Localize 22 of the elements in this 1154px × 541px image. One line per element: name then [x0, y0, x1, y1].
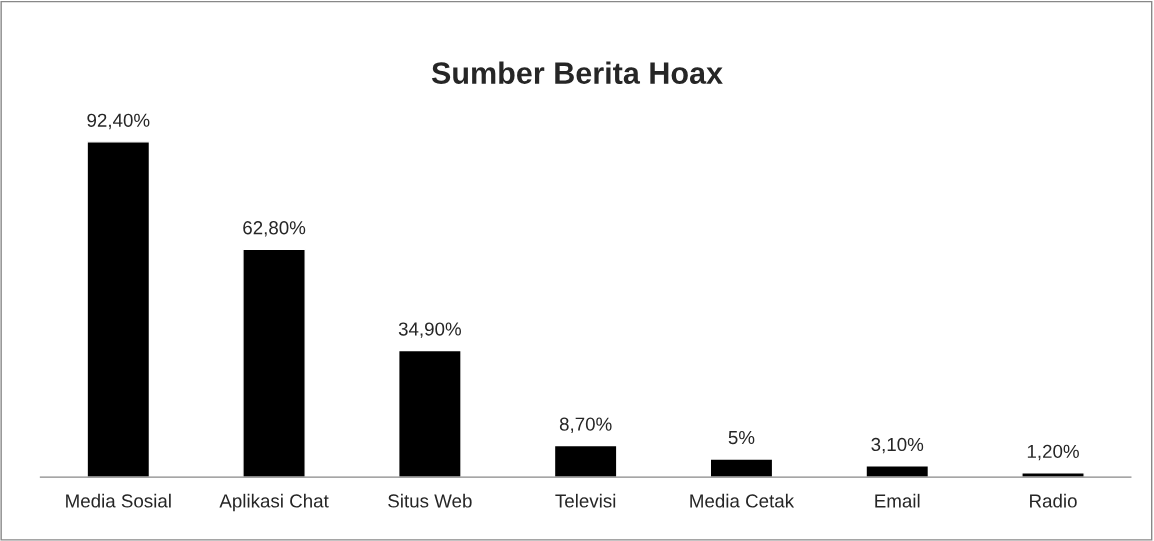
bar: [398, 349, 462, 478]
x-tick-label: Aplikasi Chat: [219, 493, 329, 512]
x-tick-label: Media Sosial: [66, 493, 171, 508]
data-label: 5%: [728, 431, 755, 445]
x-tick-label: Situs Web: [388, 493, 472, 508]
data-label: 8,70%: [559, 417, 612, 433]
bar: [553, 444, 618, 478]
bar: [242, 248, 306, 478]
data-label: 3,10%: [871, 437, 924, 454]
x-tick-label: Email: [875, 493, 920, 508]
data-label: 92,40%: [87, 113, 150, 130]
data-label: 1,20%: [1027, 444, 1079, 461]
bar: [1021, 472, 1085, 478]
x-tick-label: Televisi: [555, 493, 616, 508]
bar: [86, 141, 151, 478]
bar: [865, 465, 930, 478]
bar: [709, 458, 774, 478]
x-tick-label: Media Cetak: [690, 493, 795, 508]
data-label: 34,90%: [398, 322, 461, 338]
x-tick-label: Radio: [1030, 493, 1077, 508]
data-label: 62,80%: [243, 221, 306, 237]
chart-title: Sumber Berita Hoax: [431, 61, 723, 84]
